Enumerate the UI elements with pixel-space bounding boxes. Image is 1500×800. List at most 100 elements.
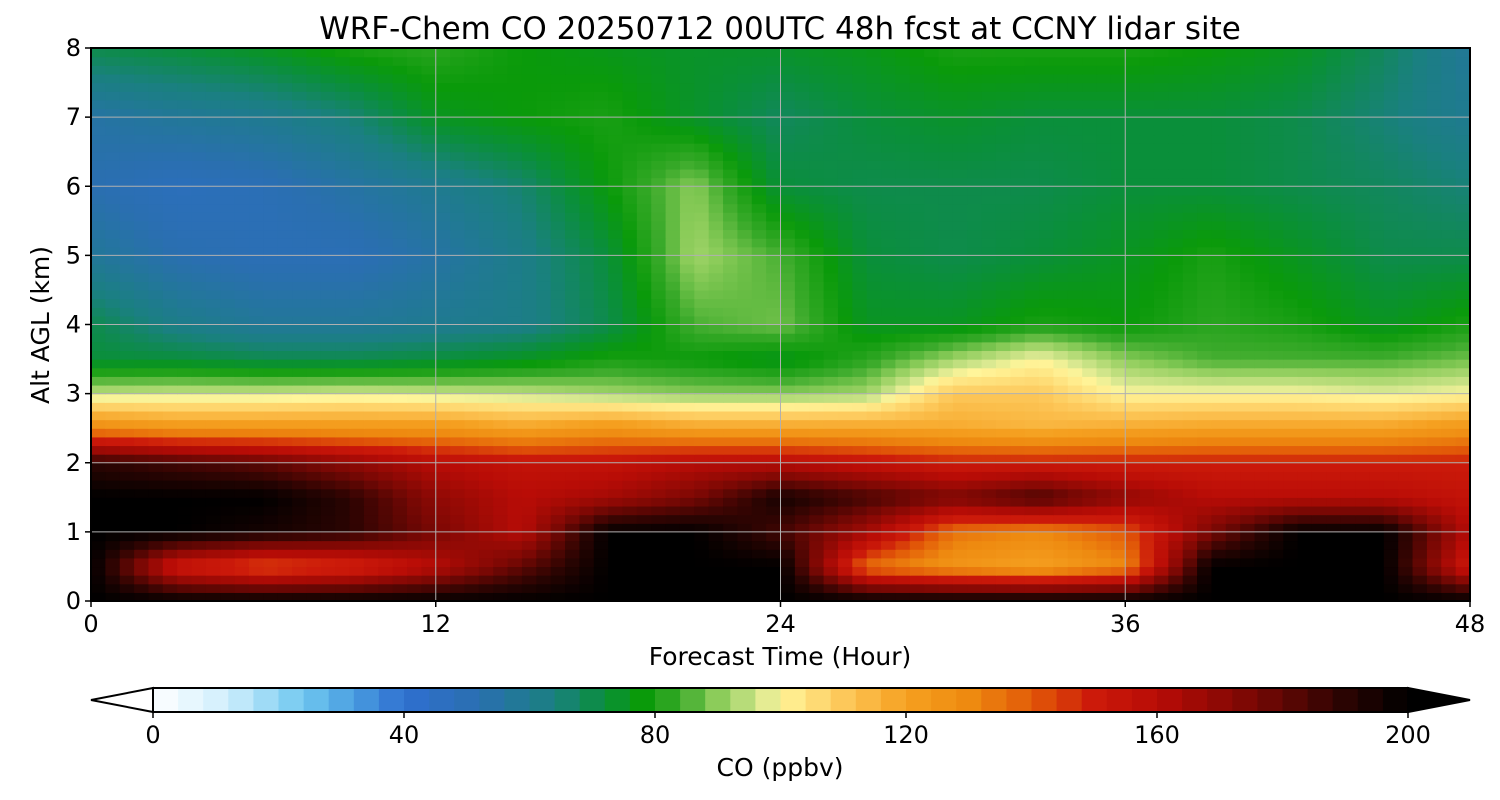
heatmap-cell (1067, 402, 1083, 412)
heatmap-cell (1383, 359, 1399, 369)
heatmap-cell (636, 168, 652, 179)
heatmap-cell (967, 557, 983, 568)
heatmap-cell (1197, 514, 1213, 524)
heatmap-cell (837, 229, 853, 239)
heatmap-cell (665, 255, 681, 265)
heatmap-cell (1283, 359, 1299, 369)
heatmap-cell (924, 272, 940, 282)
heatmap-cell (148, 246, 164, 256)
heatmap-cell (866, 203, 882, 213)
heatmap-cell (493, 324, 509, 334)
heatmap-cell (651, 514, 667, 524)
heatmap-cell (1240, 272, 1256, 282)
heatmap-cell (794, 315, 810, 326)
heatmap-cell (1398, 557, 1414, 568)
heatmap-cell (450, 428, 466, 438)
heatmap-cell (234, 341, 250, 352)
heatmap-cell (895, 393, 911, 403)
heatmap-cell (866, 428, 882, 438)
heatmap-cell (909, 471, 925, 481)
heatmap-cell (421, 238, 437, 248)
heatmap-cell (852, 203, 868, 213)
heatmap-cell (306, 177, 322, 187)
heatmap-cell (450, 212, 466, 222)
heatmap-cell (1110, 151, 1126, 161)
heatmap-cell (507, 549, 523, 559)
heatmap-cell (550, 505, 566, 516)
heatmap-cell (1082, 289, 1098, 300)
heatmap-cell (1010, 384, 1026, 395)
heatmap-cell (1225, 220, 1241, 231)
heatmap-cell (521, 186, 537, 196)
heatmap-cell (565, 359, 580, 369)
heatmap-cell (823, 575, 839, 585)
heatmap-cell (493, 428, 509, 438)
heatmap-cell (1412, 531, 1428, 542)
heatmap-cell (306, 307, 322, 317)
heatmap-cell (1326, 523, 1342, 533)
heatmap-cell (1211, 410, 1227, 421)
heatmap-cell (378, 341, 394, 352)
heatmap-cell (1455, 298, 1471, 308)
heatmap-cell (177, 255, 193, 265)
heatmap-cell (1125, 445, 1141, 455)
heatmap-cell (177, 307, 193, 317)
heatmap-cell (220, 168, 236, 179)
heatmap-cell (205, 264, 221, 274)
heatmap-cell (91, 462, 106, 472)
heatmap-cell (234, 203, 250, 213)
heatmap-cell (1225, 514, 1241, 524)
heatmap-cell (1225, 376, 1241, 386)
heatmap-cell (1024, 359, 1040, 369)
heatmap-cell (450, 272, 466, 282)
heatmap-cell (1225, 212, 1241, 222)
heatmap-cell (507, 592, 523, 602)
heatmap-cell (521, 419, 537, 429)
heatmap-cell (1283, 402, 1299, 412)
heatmap-cell (1153, 264, 1169, 274)
heatmap-cell (823, 393, 839, 403)
heatmap-cell (435, 238, 451, 248)
heatmap-cell (780, 168, 796, 179)
heatmap-cell (608, 255, 624, 265)
heatmap-cell (809, 203, 825, 213)
heatmap-cell (1254, 168, 1270, 179)
heatmap-cell (794, 428, 810, 438)
heatmap-cell (1168, 315, 1184, 326)
heatmap-cell (938, 281, 954, 291)
heatmap-cell (1326, 177, 1342, 187)
heatmap-cell (895, 402, 911, 412)
heatmap-cell (1254, 566, 1270, 576)
heatmap-cell (1096, 220, 1112, 231)
heatmap-cell (478, 229, 494, 239)
heatmap-cell (1398, 281, 1414, 291)
heatmap-cell (723, 557, 738, 568)
heatmap-cell (1412, 255, 1428, 265)
heatmap-cell (651, 402, 667, 412)
heatmap-cell (622, 488, 638, 498)
heatmap-cell (1197, 324, 1213, 334)
heatmap-cell (1441, 186, 1457, 196)
heatmap-cell (1441, 272, 1457, 282)
heatmap-cell (881, 367, 897, 377)
heatmap-cell (1082, 229, 1098, 239)
heatmap-cell (967, 462, 983, 472)
heatmap-cell (249, 333, 264, 343)
heatmap-cell (665, 428, 681, 438)
heatmap-cell (809, 497, 825, 507)
heatmap-cell (119, 281, 135, 291)
heatmap-cell (1096, 255, 1112, 265)
heatmap-cell (220, 497, 236, 507)
heatmap-cell (909, 445, 925, 455)
heatmap-cell (220, 428, 236, 438)
heatmap-cell (593, 324, 609, 334)
heatmap-cell (177, 402, 193, 412)
heatmap-cell (938, 428, 954, 438)
heatmap-cell (809, 540, 825, 550)
heatmap-cell (277, 419, 293, 429)
heatmap-cell (608, 497, 624, 507)
heatmap-cell (234, 151, 250, 161)
heatmap-cell (320, 393, 336, 403)
heatmap-cell (1067, 359, 1083, 369)
heatmap-cell (249, 367, 264, 377)
